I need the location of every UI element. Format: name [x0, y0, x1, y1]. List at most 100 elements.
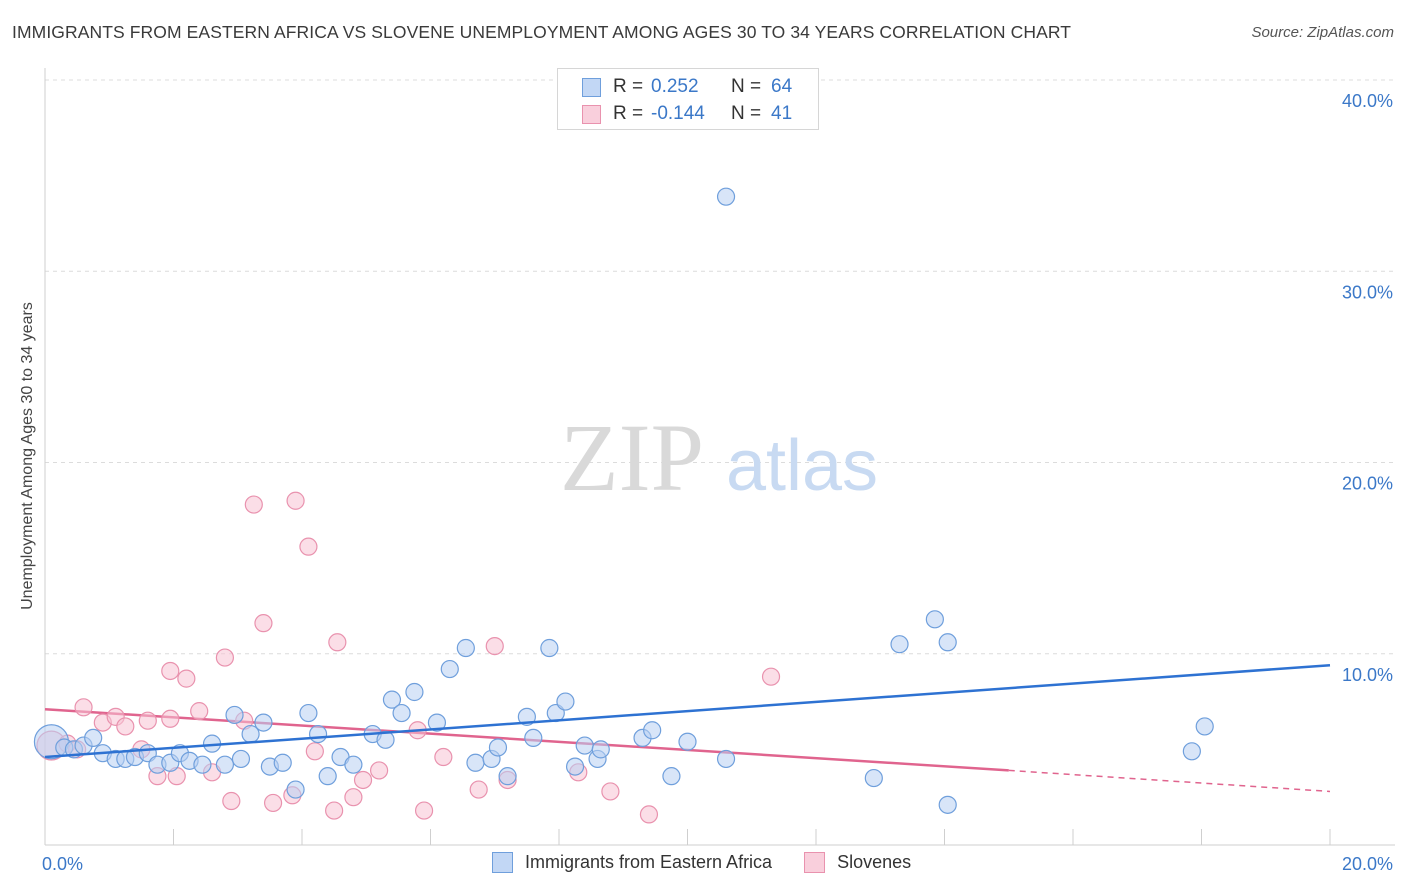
legend-r-value: -0.144 [651, 103, 705, 124]
tick-labels: 10.0% 20.0% 30.0% 40.0% 0.0% 20.0% [42, 91, 1393, 874]
data-point [488, 738, 508, 757]
legend-label: Immigrants from Eastern Africa [525, 852, 773, 872]
data-point [414, 801, 434, 820]
legend-swatch-pink [804, 852, 826, 873]
legend-label: Slovenes [837, 852, 912, 872]
data-point [305, 742, 324, 761]
data-point [469, 780, 488, 799]
data-point [761, 667, 781, 686]
data-point [370, 761, 389, 780]
data-point [74, 698, 93, 717]
data-point [498, 767, 517, 786]
legend-r-label: R = [613, 76, 644, 97]
data-point [376, 730, 395, 749]
data-point [254, 614, 273, 633]
data-point [938, 795, 957, 814]
data-point [1182, 742, 1201, 761]
watermark: ZIP atlas [560, 404, 878, 511]
data-point [225, 705, 244, 725]
source-label: Source: ZipAtlas.com [1251, 24, 1394, 41]
legend-item-eastern-africa[interactable]: Immigrants from Eastern Africa [492, 852, 772, 873]
y-tick-label: 40.0% [1342, 91, 1393, 111]
data-point [678, 732, 697, 751]
y-tick-label: 10.0% [1342, 665, 1393, 685]
series-legend: Immigrants from Eastern Africa Slovenes [492, 852, 943, 873]
data-point [286, 780, 305, 799]
legend-swatch-pink [582, 104, 601, 124]
data-point [466, 753, 485, 772]
data-point [440, 659, 459, 679]
watermark-zip: ZIP [560, 404, 704, 511]
data-point [318, 767, 337, 786]
data-point [890, 635, 909, 654]
eastern-africa-trendline [44, 663, 1331, 759]
legend-swatch-blue [492, 852, 513, 873]
data-point [161, 709, 180, 728]
data-point [353, 770, 373, 790]
data-point [565, 757, 585, 776]
data-point [344, 788, 363, 807]
legend-r-value: 0.252 [651, 76, 699, 97]
y-tick-label: 20.0% [1342, 474, 1393, 494]
data-point [540, 638, 559, 658]
data-point [161, 661, 180, 681]
data-point [925, 610, 944, 629]
data-point [84, 728, 103, 748]
data-point [286, 491, 305, 510]
data-point [556, 692, 575, 711]
x-tick-label: 20.0% [1342, 854, 1393, 874]
data-point [244, 495, 263, 514]
data-point [138, 711, 157, 730]
data-point [716, 749, 736, 769]
data-point [215, 648, 234, 667]
data-point [662, 767, 681, 786]
data-point [485, 636, 504, 656]
gridlines [45, 79, 1395, 655]
data-point [190, 702, 209, 721]
data-point [591, 740, 610, 759]
legend-n-label: N = [731, 76, 762, 97]
legend-r-label: R = [613, 103, 644, 124]
legend-n-value: 64 [771, 76, 793, 97]
data-point [456, 638, 475, 658]
data-point [231, 749, 251, 769]
data-point [308, 724, 328, 744]
y-axis-label: Unemployment Among Ages 30 to 34 years [19, 302, 36, 610]
data-point [273, 753, 292, 772]
data-point [193, 755, 212, 774]
data-point [177, 669, 196, 688]
chart-title: IMMIGRANTS FROM EASTERN AFRICA VS SLOVEN… [12, 22, 1072, 42]
data-point [222, 791, 241, 811]
data-point [575, 736, 594, 755]
data-point [215, 755, 234, 774]
data-point [1195, 717, 1214, 736]
data-point [392, 703, 411, 723]
legend-item-slovenes[interactable]: Slovenes [804, 852, 911, 873]
data-point [639, 805, 659, 824]
eastern-africa-points [33, 187, 1214, 814]
data-point [116, 717, 135, 736]
data-point [254, 713, 273, 732]
data-point [434, 747, 453, 767]
data-point [299, 537, 318, 556]
correlation-legend: R = 0.252 N = 64 R = -0.144 N = 41 [557, 68, 819, 130]
data-point [405, 682, 424, 702]
data-point [601, 782, 620, 801]
data-point [938, 633, 957, 652]
x-tick-label: 0.0% [42, 854, 83, 874]
axes [44, 68, 1395, 846]
data-point [864, 768, 883, 788]
trendline-pink-extension [1008, 769, 1331, 793]
data-point [524, 728, 543, 748]
data-point [263, 793, 283, 813]
y-tick-label: 30.0% [1342, 282, 1393, 302]
legend-n-label: N = [731, 103, 762, 124]
data-point [344, 755, 363, 774]
legend-swatch-blue [582, 77, 601, 97]
data-point [382, 690, 402, 709]
data-point [643, 721, 662, 740]
legend-row-blue: R = 0.252 N = 64 [582, 74, 792, 100]
legend-n-value: 41 [771, 103, 793, 124]
trendline-blue [44, 663, 1331, 759]
